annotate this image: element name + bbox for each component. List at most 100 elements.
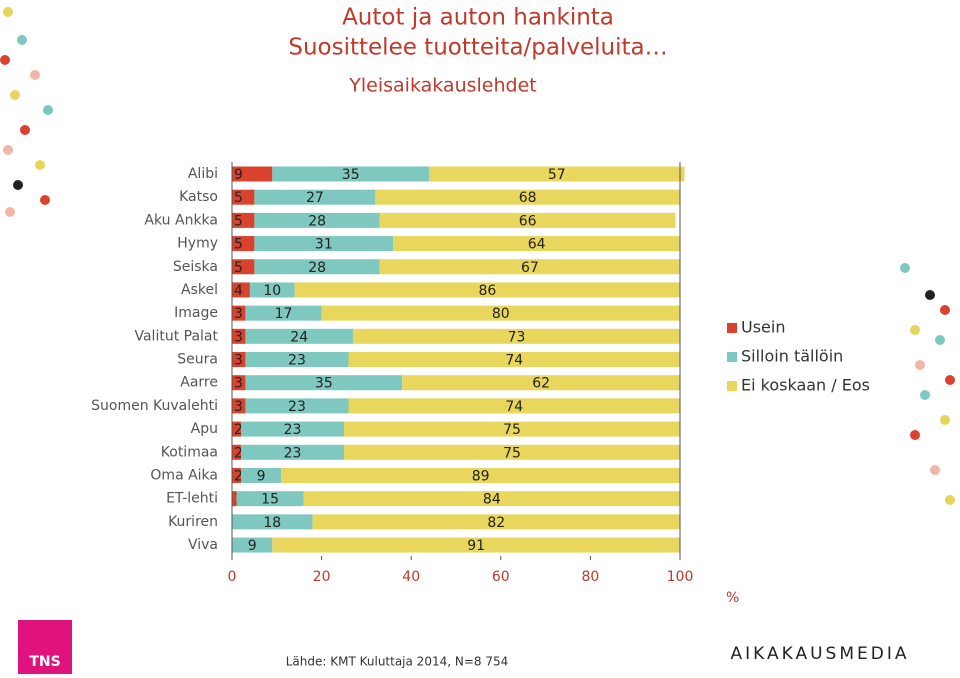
legend-label: Usein: [741, 318, 785, 337]
bar-segment: [303, 491, 680, 507]
value-label: 89: [472, 468, 490, 484]
value-label: 3: [234, 306, 243, 322]
value-label: 9: [257, 468, 266, 484]
value-label: 28: [308, 213, 326, 229]
value-label: 35: [342, 167, 360, 183]
value-label: 18: [263, 515, 281, 531]
value-label: 35: [315, 376, 333, 392]
chart-title: Autot ja auton hankinta: [342, 5, 614, 31]
value-label: 28: [308, 260, 326, 276]
bar-segment: [245, 305, 322, 321]
bar-segment: [232, 305, 246, 321]
bar-segment: [429, 166, 685, 182]
confetti: [0, 7, 955, 505]
y-tick-label: Kotimaa: [161, 444, 218, 460]
bar-segment: [294, 282, 680, 298]
value-label: 24: [290, 329, 308, 345]
y-tick-label: Valitut Palat: [134, 328, 218, 344]
x-tick-label: 80: [581, 569, 599, 585]
value-label: 82: [487, 515, 505, 531]
bar-segment: [393, 236, 680, 252]
legend-label: Silloin tällöin: [741, 347, 843, 366]
y-tick-label: Oma Aika: [150, 467, 218, 483]
bar-segment: [321, 305, 680, 321]
value-label: 86: [478, 283, 496, 299]
bar-segment: [232, 189, 255, 205]
bar-segment: [232, 166, 273, 182]
value-label: 2: [234, 468, 243, 484]
value-label: 84: [483, 492, 501, 508]
value-label: 91: [467, 538, 485, 554]
bar-segment: [232, 514, 313, 530]
bar-segment: [240, 444, 344, 460]
value-label: 31: [315, 237, 333, 253]
y-tick-label: Alibi: [188, 166, 218, 182]
value-label: 2: [234, 422, 243, 438]
value-label: 23: [284, 445, 302, 461]
value-label: 64: [528, 237, 546, 253]
x-tick-label: 20: [313, 569, 331, 585]
value-label: 75: [503, 445, 521, 461]
legend-swatch: [727, 323, 737, 333]
value-label: 73: [508, 329, 526, 345]
value-label: 4: [234, 283, 243, 299]
x-tick-label: 60: [492, 569, 510, 585]
bar-segment: [254, 236, 394, 252]
value-label: 23: [288, 399, 306, 415]
bar-segment: [232, 352, 246, 368]
bar-segment: [254, 212, 380, 228]
bar-segment: [254, 189, 376, 205]
bar-segment: [348, 352, 680, 368]
value-label: 66: [519, 213, 537, 229]
x-tick-label: 0: [228, 569, 237, 585]
bar-segment: [352, 328, 680, 344]
bar-segment: [232, 467, 241, 483]
bar-segment: [245, 352, 349, 368]
value-label: 10: [263, 283, 281, 299]
bar-segment: [344, 421, 680, 437]
value-label: 67: [521, 260, 539, 276]
y-tick-label: Apu: [191, 421, 218, 437]
bar-segment: [232, 212, 255, 228]
value-label: 9: [234, 167, 243, 183]
bar-segment: [232, 537, 273, 553]
y-tick-label: Aarre: [180, 375, 218, 391]
bar-segment: [348, 398, 680, 414]
bar-segment: [245, 398, 349, 414]
value-label: 3: [234, 329, 243, 345]
bar-segment: [232, 259, 255, 275]
bar-segment: [344, 444, 680, 460]
value-label: 23: [288, 353, 306, 369]
x-tick-label: 100: [667, 569, 694, 585]
value-label: 15: [261, 492, 279, 508]
bar-segment: [245, 375, 403, 391]
y-tick-label: Image: [174, 305, 218, 321]
y-tick-label: Seura: [177, 352, 218, 368]
value-label: 27: [306, 190, 324, 206]
y-tick-label: Askel: [181, 282, 218, 298]
bar-segment: [312, 514, 680, 530]
source: Lähde: KMT Kuluttaja 2014, N=8 754: [286, 655, 509, 669]
y-tick-label: Kuriren: [168, 514, 218, 530]
bar-segment: [240, 421, 344, 437]
legend-swatch: [727, 381, 737, 391]
bar-segment: [249, 282, 295, 298]
bar-segment: [254, 259, 380, 275]
bar-segment: [232, 282, 250, 298]
y-tick-label: Hymy: [177, 236, 218, 252]
y-tick-label: Viva: [188, 537, 218, 553]
bar-segment: [232, 328, 246, 344]
value-label: 80: [492, 306, 510, 322]
value-label: 5: [234, 260, 243, 276]
y-tick-label: Aku Ankka: [144, 212, 218, 228]
bar-segment: [232, 421, 241, 437]
value-label: 3: [234, 399, 243, 415]
value-label: 23: [284, 422, 302, 438]
bar-segment: [402, 375, 680, 391]
bar-segment: [232, 236, 255, 252]
value-label: 2: [234, 445, 243, 461]
value-label: 3: [234, 376, 243, 392]
bar-segment: [232, 398, 246, 414]
y-tick-label: Suomen Kuvalehti: [91, 398, 218, 414]
